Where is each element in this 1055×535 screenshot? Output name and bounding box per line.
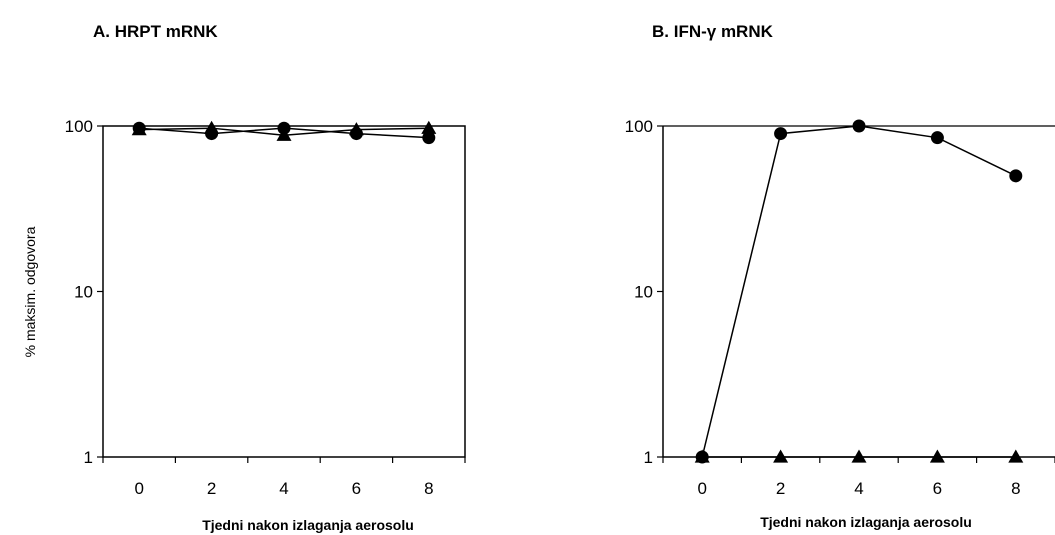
series-line-circle xyxy=(701,125,1017,458)
x-axis-label-b: Tjedni nakon izlaganja aerosolu xyxy=(760,514,972,530)
y-tick-label: 10 xyxy=(634,283,653,302)
data-point-triangle xyxy=(851,449,867,463)
data-point-triangle xyxy=(694,449,710,463)
data-point-circle xyxy=(774,127,788,141)
panel-a: A. HRPT mRNK % maksim. odgovora Tjedni n… xyxy=(22,22,466,533)
data-point-triangle xyxy=(1008,449,1024,463)
data-point-triangle xyxy=(348,122,364,136)
data-point-circle xyxy=(930,131,944,145)
data-point-triangle xyxy=(773,449,789,463)
y-axis-label-a: % maksim. odgovora xyxy=(22,226,38,357)
x-tick-label: 4 xyxy=(854,479,863,498)
data-point-triangle xyxy=(276,127,292,141)
data-point-triangle xyxy=(204,120,220,134)
chart-title-b: B. IFN-γ mRNK xyxy=(652,22,774,41)
y-tick-label: 100 xyxy=(625,117,653,136)
x-tick-label: 2 xyxy=(207,479,216,498)
x-tick-label: 2 xyxy=(776,479,785,498)
y-tick-label: 1 xyxy=(84,448,93,467)
x-tick-label: 6 xyxy=(933,479,942,498)
x-axis-label-a: Tjedni nakon izlaganja aerosolu xyxy=(202,517,414,533)
data-point-triangle xyxy=(929,449,945,463)
x-tick-label: 8 xyxy=(424,479,433,498)
panel-b: B. IFN-γ mRNK Tjedni nakon izlaganja aer… xyxy=(625,22,1055,530)
x-tick-label: 0 xyxy=(697,479,706,498)
x-tick-label: 0 xyxy=(134,479,143,498)
data-point-circle xyxy=(1009,169,1023,183)
y-tick-label: 1 xyxy=(644,448,653,467)
x-tick-label: 4 xyxy=(279,479,288,498)
x-tick-label: 8 xyxy=(1011,479,1020,498)
chart-title-a: A. HRPT mRNK xyxy=(93,22,218,41)
data-point-triangle xyxy=(421,120,437,134)
x-tick-label: 6 xyxy=(352,479,361,498)
data-point-circle xyxy=(422,131,436,145)
y-tick-label: 10 xyxy=(74,283,93,302)
plot-frame xyxy=(102,125,466,458)
data-point-triangle xyxy=(131,122,147,136)
y-tick-label: 100 xyxy=(65,117,93,136)
data-point-circle xyxy=(852,119,866,133)
